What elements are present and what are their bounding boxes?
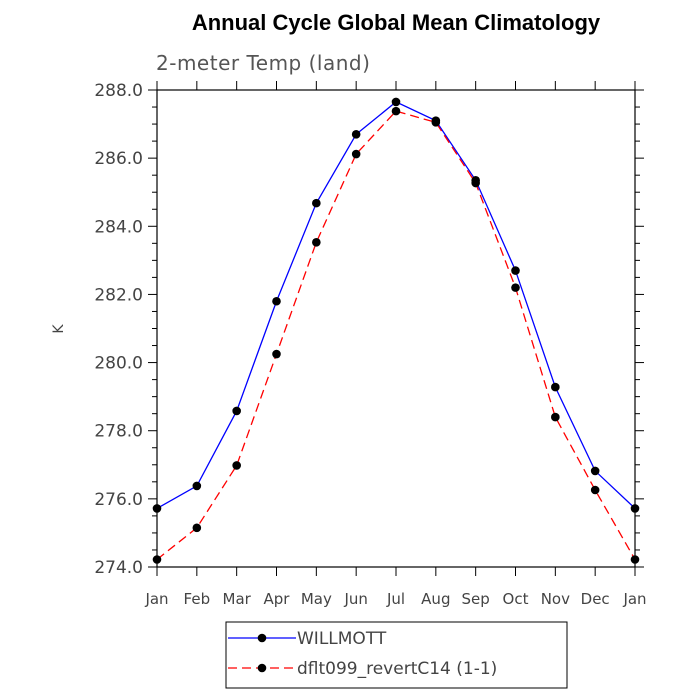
- data-point: [471, 178, 480, 188]
- x-tick-label: Feb: [184, 590, 211, 608]
- y-tick-label: 282.0: [94, 285, 143, 305]
- x-tick-label: Aug: [421, 590, 450, 608]
- legend: WILLMOTT dflt099_revertC14 (1-1): [225, 621, 568, 689]
- data-point: [152, 504, 162, 513]
- data-point: [232, 406, 241, 416]
- data-point: [351, 149, 361, 159]
- data-point: [272, 349, 281, 359]
- y-tick-label: 288.0: [94, 81, 143, 101]
- x-tick-label: Mar: [223, 590, 252, 608]
- data-point: [391, 97, 401, 107]
- data-point: [232, 461, 241, 470]
- x-tick-label: May: [301, 590, 332, 608]
- legend-entry: WILLMOTT: [228, 629, 387, 649]
- x-tick-label: Jan: [144, 590, 168, 608]
- x-tick-label: Apr: [264, 590, 291, 608]
- series-layer: [152, 97, 640, 564]
- data-point: [511, 266, 520, 275]
- data-point: [590, 466, 600, 476]
- data-point: [551, 382, 560, 392]
- data-point: [272, 296, 281, 306]
- y-tick-label: 280.0: [94, 354, 143, 374]
- series-line: [156, 110, 636, 561]
- y-tick-label: 274.0: [94, 558, 143, 578]
- legend-box: [225, 621, 568, 689]
- axes: 274.0 276.0 278.0 280.0 282.0 284.0 286.0 288.0…: [94, 81, 647, 608]
- data-point: [391, 106, 401, 116]
- x-tick-label: Jul: [386, 590, 405, 608]
- legend-marker: [257, 633, 267, 643]
- y-tick-label: 276.0: [94, 490, 143, 510]
- data-point: [351, 129, 361, 139]
- data-point: [630, 504, 640, 513]
- series-2: [152, 106, 640, 564]
- data-point: [312, 198, 321, 208]
- plot-frame: [156, 89, 636, 568]
- x-tick-label: Oct: [503, 590, 529, 608]
- chart-title: Annual Cycle Global Mean Climatology: [192, 10, 601, 35]
- series-line: [156, 101, 636, 509]
- legend-marker: [257, 663, 267, 673]
- series-1: [152, 97, 640, 513]
- x-tick-label: Nov: [541, 590, 570, 608]
- x-tick-label: Jan: [622, 590, 646, 608]
- data-point: [192, 481, 202, 491]
- y-tick-label: 284.0: [94, 217, 143, 237]
- data-point: [590, 485, 600, 495]
- x-tick-label: Jun: [343, 590, 367, 608]
- data-point: [551, 412, 560, 422]
- legend-entry: dflt099_revertC14 (1-1): [228, 659, 497, 679]
- data-point: [431, 118, 441, 127]
- data-point: [152, 555, 162, 564]
- data-point: [192, 523, 202, 533]
- chart-subtitle: 2-meter Temp (land): [156, 51, 370, 75]
- x-tick-label: Dec: [581, 590, 610, 608]
- legend-label: dflt099_revertC14 (1-1): [297, 659, 497, 679]
- y-tick-label: 286.0: [94, 149, 143, 169]
- data-point: [511, 283, 520, 292]
- x-tick-label: Sep: [462, 590, 490, 608]
- legend-label: WILLMOTT: [297, 629, 387, 649]
- y-axis-label: K: [51, 324, 67, 334]
- y-tick-label: 278.0: [94, 422, 143, 442]
- data-point: [630, 555, 640, 564]
- data-point: [312, 237, 321, 247]
